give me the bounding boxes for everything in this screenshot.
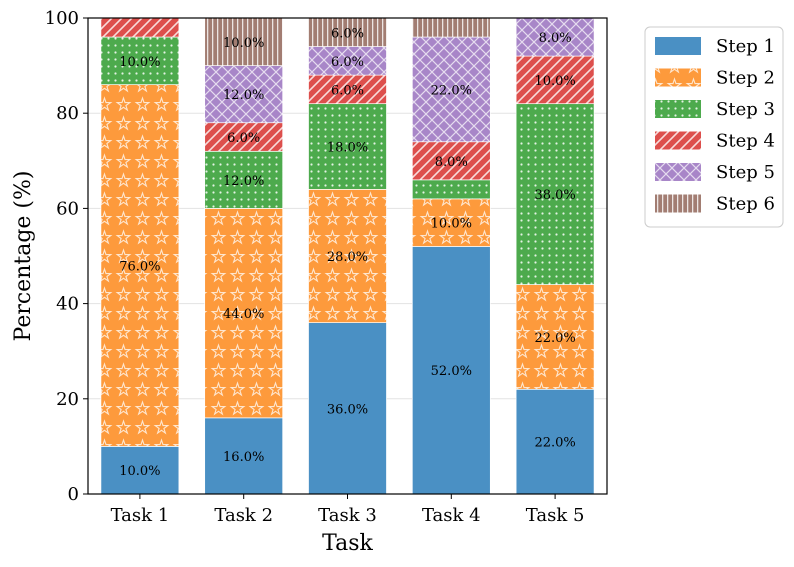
y-tick-label: 100 xyxy=(45,8,79,29)
bar-step-3-hatch xyxy=(204,151,283,209)
legend-label: Step 4 xyxy=(716,131,775,152)
legend-swatch-step-1 xyxy=(655,37,701,55)
data-label: 12.0% xyxy=(223,88,264,103)
legend-swatch-hatch xyxy=(655,100,701,118)
data-label: 44.0% xyxy=(223,307,264,322)
data-label: 18.0% xyxy=(327,141,368,156)
bar-step-4-hatch xyxy=(412,141,491,180)
bar-step-4-hatch xyxy=(204,122,283,152)
bar-step-3-hatch xyxy=(308,103,387,190)
data-label: 16.0% xyxy=(223,450,264,465)
legend-label: Step 5 xyxy=(716,162,775,183)
data-label: 52.0% xyxy=(431,364,472,379)
data-label: 10.0% xyxy=(223,36,264,51)
data-label: 28.0% xyxy=(327,250,368,265)
data-label: 8.0% xyxy=(539,31,572,46)
data-label: 22.0% xyxy=(534,331,575,346)
data-label: 12.0% xyxy=(223,174,264,189)
legend-swatch-hatch xyxy=(655,163,701,181)
legend-swatch-hatch xyxy=(655,194,701,213)
bars xyxy=(100,17,595,495)
legend-label: Step 1 xyxy=(716,36,775,57)
x-tick-label: Task 1 xyxy=(111,505,170,526)
data-label: 6.0% xyxy=(331,55,364,70)
bar-step-3-hatch xyxy=(100,37,179,85)
data-label: 10.0% xyxy=(534,74,575,89)
data-label: 6.0% xyxy=(331,26,364,41)
bar-step-2-hatch xyxy=(100,84,179,447)
data-label: 6.0% xyxy=(331,83,364,98)
bar-step-6-hatch xyxy=(412,18,491,38)
legend-swatch-hatch xyxy=(655,131,701,150)
x-axis-title: Task xyxy=(322,531,373,556)
bar-step-5-hatch xyxy=(204,65,283,123)
bar-step-3-hatch xyxy=(516,103,595,285)
bar-step-1 xyxy=(411,246,491,495)
bar-step-4-hatch xyxy=(516,56,595,104)
y-axis-title: Percentage (%) xyxy=(11,171,36,342)
bar-step-4-hatch xyxy=(100,18,179,38)
data-label: 22.0% xyxy=(534,436,575,451)
bar-step-3-hatch xyxy=(412,179,491,199)
bar-step-6-hatch xyxy=(308,18,387,47)
bar-step-1 xyxy=(204,417,284,495)
data-label: 10.0% xyxy=(119,55,160,70)
bar-step-6-hatch xyxy=(204,18,283,66)
bar-step-5-hatch xyxy=(308,46,387,76)
bar-step-2-hatch xyxy=(412,198,491,247)
x-tick-label: Task 3 xyxy=(318,505,377,526)
x-tick-label: Task 4 xyxy=(422,505,481,526)
y-tick-label: 0 xyxy=(68,484,79,505)
y-tick-label: 20 xyxy=(56,389,79,410)
data-label: 10.0% xyxy=(431,217,472,232)
segment-labels: 10.0% 76.0% 10.0% 16.0% 44.0% 12.0% 6.0% 12.0% 1… xyxy=(119,26,576,479)
bar-step-2-hatch xyxy=(516,284,595,390)
y-tick-label: 60 xyxy=(56,198,79,219)
data-label: 10.0% xyxy=(119,464,160,479)
legend-label: Step 6 xyxy=(716,194,775,215)
bar-step-1 xyxy=(515,388,595,495)
legend-label: Step 2 xyxy=(716,68,775,89)
data-label: 6.0% xyxy=(227,131,260,146)
data-label: 36.0% xyxy=(327,402,368,417)
bar-step-5-hatch xyxy=(516,18,595,57)
bar-step-5-hatch xyxy=(412,37,491,142)
data-label: 22.0% xyxy=(431,83,472,98)
legend-label: Step 3 xyxy=(716,99,775,120)
bar-step-2-hatch xyxy=(308,189,387,323)
legend-swatch-hatch xyxy=(655,68,701,87)
axes: 0 20 40 60 80 100 Task 1 Task 2 Task 3 Task 4 Task… xyxy=(45,8,585,526)
x-tick-label: Task 2 xyxy=(214,505,273,526)
y-tick-label: 80 xyxy=(56,103,79,124)
bar-step-2-hatch xyxy=(204,208,283,418)
bar-step-4-hatch xyxy=(308,75,387,104)
data-label: 76.0% xyxy=(119,260,160,275)
legend: Step 1 Step 2 Step 3 Step 4 Step 5 Step 6 xyxy=(644,26,784,228)
x-tick-label: Task 5 xyxy=(526,505,585,526)
data-label: 8.0% xyxy=(435,155,468,170)
data-label: 38.0% xyxy=(534,188,575,203)
y-tick-label: 40 xyxy=(56,294,79,315)
